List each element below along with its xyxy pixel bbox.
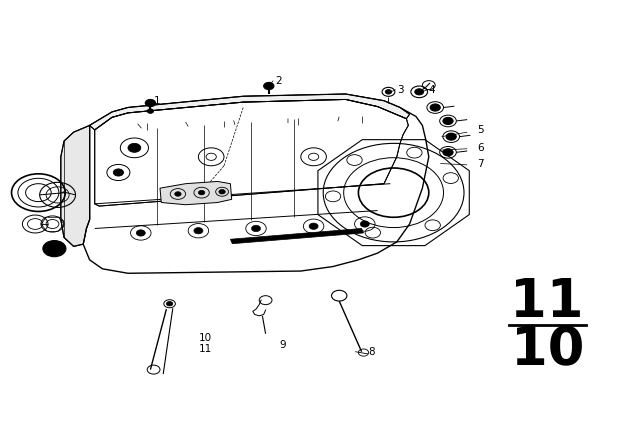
Text: 7: 7 (477, 159, 483, 168)
Circle shape (309, 223, 318, 229)
Text: 10: 10 (198, 333, 212, 343)
Circle shape (128, 143, 141, 152)
Text: 6: 6 (477, 143, 483, 153)
Text: 5: 5 (477, 125, 483, 135)
Circle shape (113, 169, 124, 176)
Circle shape (175, 192, 181, 196)
Text: 4: 4 (429, 85, 435, 95)
Circle shape (147, 109, 154, 113)
Text: 8: 8 (368, 347, 374, 357)
Circle shape (385, 90, 392, 94)
Polygon shape (160, 181, 232, 205)
Circle shape (360, 221, 369, 227)
Text: 11: 11 (511, 276, 584, 328)
Text: 2: 2 (275, 76, 282, 86)
Text: 11: 11 (198, 345, 212, 354)
Circle shape (136, 230, 145, 236)
Circle shape (415, 89, 424, 95)
Circle shape (443, 149, 453, 156)
Circle shape (198, 190, 205, 195)
Circle shape (43, 241, 66, 257)
Polygon shape (83, 94, 429, 273)
Circle shape (166, 302, 173, 306)
Text: 10: 10 (511, 325, 584, 377)
Circle shape (446, 133, 456, 140)
Circle shape (194, 228, 203, 234)
Polygon shape (61, 125, 90, 246)
Polygon shape (230, 228, 364, 244)
Circle shape (145, 99, 156, 107)
Polygon shape (90, 94, 410, 130)
Circle shape (264, 82, 274, 90)
Polygon shape (95, 99, 408, 206)
Circle shape (252, 225, 260, 232)
Circle shape (443, 117, 453, 125)
Circle shape (219, 190, 225, 194)
Circle shape (430, 104, 440, 111)
Text: 9: 9 (280, 340, 286, 350)
Text: 3: 3 (397, 85, 403, 95)
Text: 1: 1 (154, 96, 160, 106)
